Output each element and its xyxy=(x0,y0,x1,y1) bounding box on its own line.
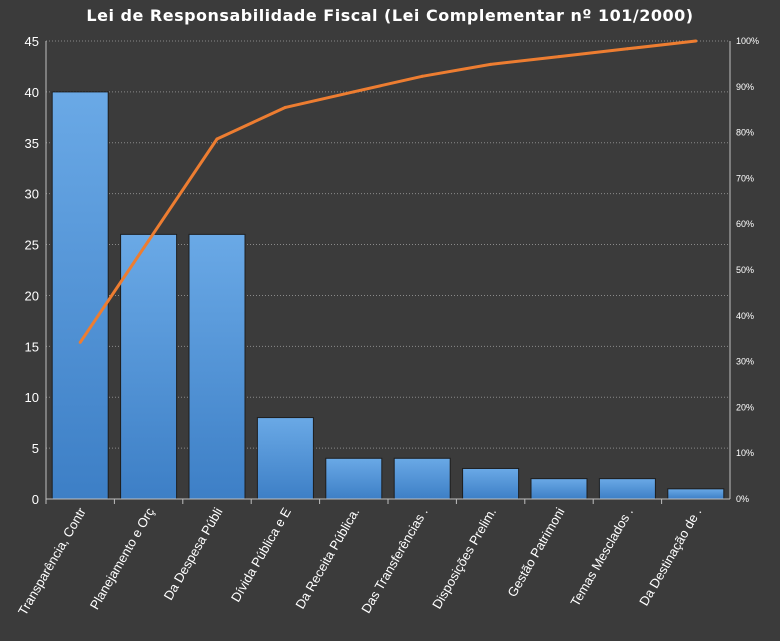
y-tick-label: 20 xyxy=(25,288,39,303)
y2-tick-label: 80% xyxy=(736,128,754,138)
cumulative-point xyxy=(215,137,219,141)
y2-tick-label: 10% xyxy=(736,448,754,458)
bar xyxy=(325,457,383,500)
bar xyxy=(530,478,588,500)
bar xyxy=(462,467,520,500)
cumulative-series-line xyxy=(78,39,696,344)
y-tick-label: 15 xyxy=(25,339,39,354)
y2-tick-label: 100% xyxy=(736,36,759,46)
chart-title: Lei de Responsabilidade Fiscal (Lei Comp… xyxy=(86,6,694,25)
grid-lines xyxy=(46,40,730,449)
bars xyxy=(51,91,725,500)
bar xyxy=(51,91,109,500)
y-tick-label: 30 xyxy=(25,187,39,202)
x-tick-label: Dívida Pública e E xyxy=(228,505,294,605)
x-tick-label: Planejamento e Orç xyxy=(87,505,158,612)
y2-tick-label: 20% xyxy=(736,402,754,412)
y2-tick-label: 50% xyxy=(736,265,754,275)
x-tick-label: Da Despesa Públi xyxy=(161,505,226,603)
x-tick-label: Da Receita Pública. xyxy=(292,505,362,611)
y-tick-label: 5 xyxy=(32,441,39,456)
y-tick-label: 45 xyxy=(25,34,39,49)
x-tick-label: Disposições Prelim. xyxy=(429,505,499,611)
bar xyxy=(598,478,656,500)
y-tick-label: 35 xyxy=(25,136,39,151)
x-tick-label: Temas Mesclados . xyxy=(567,505,636,609)
y-tick-label: 0 xyxy=(32,492,39,507)
cumulative-line xyxy=(78,39,698,344)
y2-tick-label: 60% xyxy=(736,219,754,229)
y2-tick-label: 70% xyxy=(736,173,754,183)
bar xyxy=(667,488,725,500)
bar xyxy=(256,417,314,500)
cumulative-point xyxy=(557,55,561,59)
bar xyxy=(120,233,178,500)
bar xyxy=(393,457,451,500)
x-tick-label: Gestão Patrimoni xyxy=(504,505,567,600)
cumulative-point xyxy=(78,340,82,344)
cumulative-point xyxy=(147,239,151,243)
y2-tick-label: 90% xyxy=(736,82,754,92)
y-tick-label: 25 xyxy=(25,238,39,253)
x-tick-label: Da Destinação de . xyxy=(636,505,704,608)
y2-tick-label: 40% xyxy=(736,311,754,321)
y2-tick-label: 30% xyxy=(736,357,754,367)
cumulative-point xyxy=(283,105,287,109)
y2-tick-label: 0% xyxy=(736,494,749,504)
cumulative-point xyxy=(352,90,356,94)
cumulative-point xyxy=(694,39,698,43)
cumulative-point xyxy=(489,62,493,66)
cumulative-point xyxy=(625,47,629,51)
x-tick-label: Das Transferências . xyxy=(358,505,431,616)
bar xyxy=(188,233,246,500)
cumulative-point xyxy=(420,74,424,78)
x-tick-label: Transparência, Contr xyxy=(15,504,89,617)
y-tick-label: 10 xyxy=(25,390,39,405)
y-tick-label: 40 xyxy=(25,85,39,100)
